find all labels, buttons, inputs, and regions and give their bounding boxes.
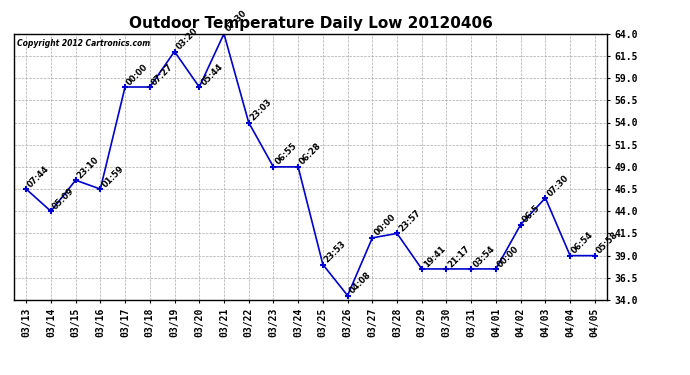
Text: 06:28: 06:28 bbox=[298, 142, 324, 167]
Text: 07:30: 07:30 bbox=[224, 9, 249, 34]
Text: 05:09: 05:09 bbox=[51, 186, 76, 211]
Text: 07:44: 07:44 bbox=[26, 164, 51, 189]
Text: 05:44: 05:44 bbox=[199, 62, 224, 87]
Text: 04:08: 04:08 bbox=[348, 270, 373, 296]
Title: Outdoor Temperature Daily Low 20120406: Outdoor Temperature Daily Low 20120406 bbox=[128, 16, 493, 31]
Text: 03:20: 03:20 bbox=[175, 26, 199, 51]
Text: 23:03: 23:03 bbox=[248, 98, 274, 123]
Text: 00:00: 00:00 bbox=[496, 244, 521, 269]
Text: 00:00: 00:00 bbox=[373, 213, 397, 238]
Text: 06:55: 06:55 bbox=[273, 142, 299, 167]
Text: 23:57: 23:57 bbox=[397, 208, 422, 233]
Text: 23:53: 23:53 bbox=[323, 239, 348, 264]
Text: 07:30: 07:30 bbox=[545, 173, 571, 198]
Text: 07:27: 07:27 bbox=[150, 62, 175, 87]
Text: 03:54: 03:54 bbox=[471, 244, 496, 269]
Text: Copyright 2012 Cartronics.com: Copyright 2012 Cartronics.com bbox=[17, 39, 150, 48]
Text: 01:59: 01:59 bbox=[100, 164, 126, 189]
Text: 06:54: 06:54 bbox=[570, 230, 595, 256]
Text: 19:41: 19:41 bbox=[422, 244, 447, 269]
Text: 05:58: 05:58 bbox=[595, 230, 620, 256]
Text: 21:17: 21:17 bbox=[446, 244, 472, 269]
Text: 00:00: 00:00 bbox=[125, 62, 150, 87]
Text: 06:5: 06:5 bbox=[521, 204, 542, 225]
Text: 23:10: 23:10 bbox=[76, 155, 101, 180]
